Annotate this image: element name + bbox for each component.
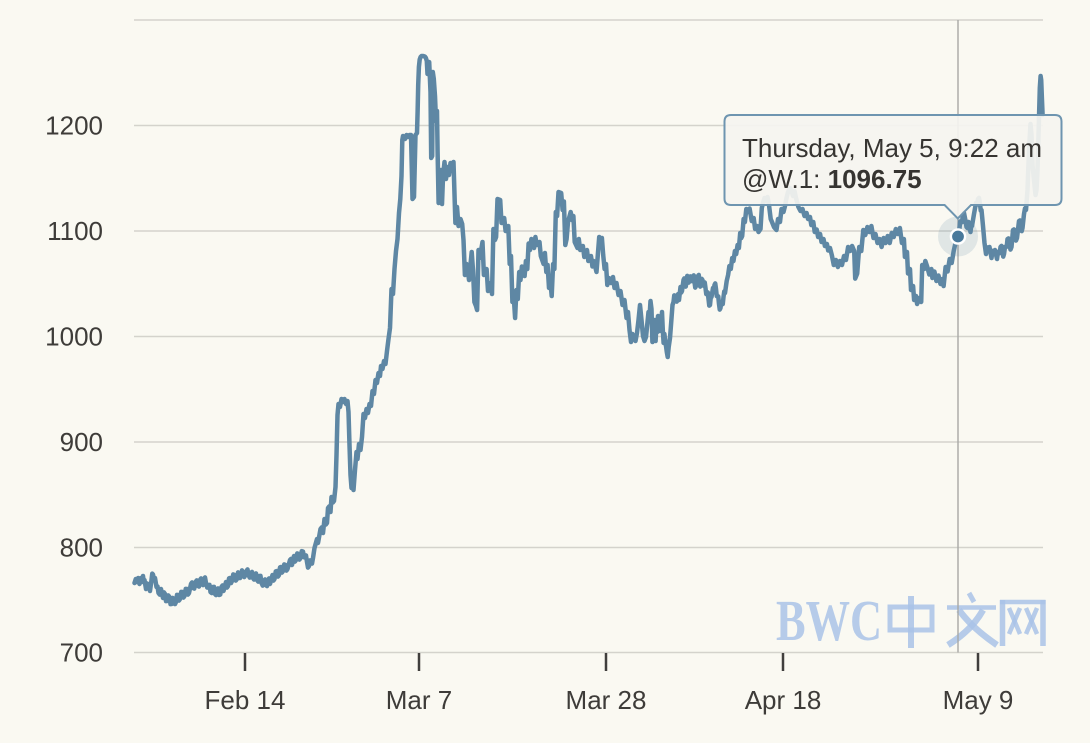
svg-text:Mar 7: Mar 7 bbox=[386, 685, 452, 715]
svg-text:Mar 28: Mar 28 bbox=[566, 685, 647, 715]
svg-text:Apr 18: Apr 18 bbox=[745, 685, 822, 715]
svg-text:BWC: BWC bbox=[776, 588, 882, 653]
svg-text:May 9: May 9 bbox=[943, 685, 1014, 715]
svg-text:@W.1: 1096.75: @W.1: 1096.75 bbox=[742, 164, 922, 194]
svg-text:1100: 1100 bbox=[47, 216, 103, 246]
svg-text:Feb 14: Feb 14 bbox=[205, 685, 286, 715]
svg-text:1200: 1200 bbox=[45, 111, 103, 141]
svg-text:1000: 1000 bbox=[45, 322, 103, 352]
svg-text:800: 800 bbox=[60, 533, 103, 563]
svg-text:900: 900 bbox=[60, 427, 103, 457]
svg-text:Thursday, May 5, 9:22 am: Thursday, May 5, 9:22 am bbox=[742, 133, 1042, 163]
svg-text:700: 700 bbox=[60, 638, 103, 668]
